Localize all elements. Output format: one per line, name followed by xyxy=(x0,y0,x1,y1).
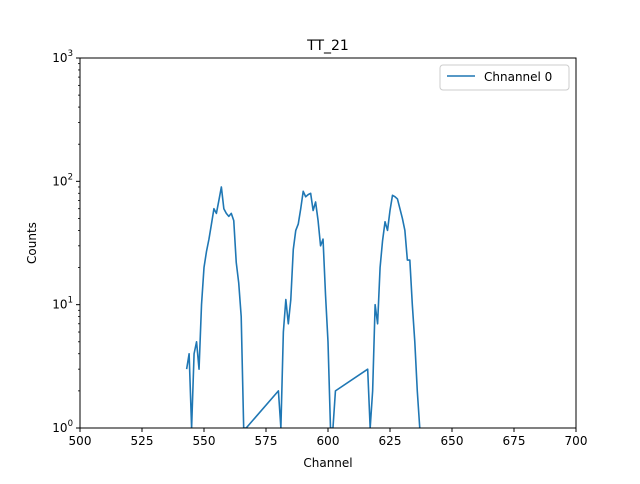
x-tick-label: 700 xyxy=(565,434,588,448)
y-axis: 100 101 102 103 xyxy=(52,49,80,435)
x-axis-label: Channel xyxy=(303,456,352,470)
legend-label: Chnannel 0 xyxy=(484,70,552,84)
x-tick-label: 600 xyxy=(317,434,340,448)
x-tick-label: 500 xyxy=(69,434,92,448)
y-tick-label: 103 xyxy=(52,49,73,65)
legend: Chnannel 0 xyxy=(439,64,570,91)
x-tick-label: 675 xyxy=(503,434,526,448)
x-axis: 500 525 550 575 600 625 650 675 700 xyxy=(69,428,588,448)
x-tick-label: 550 xyxy=(193,434,216,448)
y-tick-label: 102 xyxy=(52,172,73,188)
y-axis-label: Counts xyxy=(25,222,39,264)
plot-area xyxy=(80,58,576,428)
y-tick-label: 100 xyxy=(52,419,73,435)
legend-box xyxy=(439,64,570,91)
series-group xyxy=(185,186,421,428)
x-tick-label: 625 xyxy=(379,434,402,448)
x-tick-label: 575 xyxy=(255,434,278,448)
y-tick-label: 101 xyxy=(52,296,73,312)
chart-title: TT_21 xyxy=(306,38,349,54)
series-line xyxy=(185,186,421,428)
x-tick-label: 525 xyxy=(131,434,154,448)
x-tick-label: 650 xyxy=(441,434,464,448)
